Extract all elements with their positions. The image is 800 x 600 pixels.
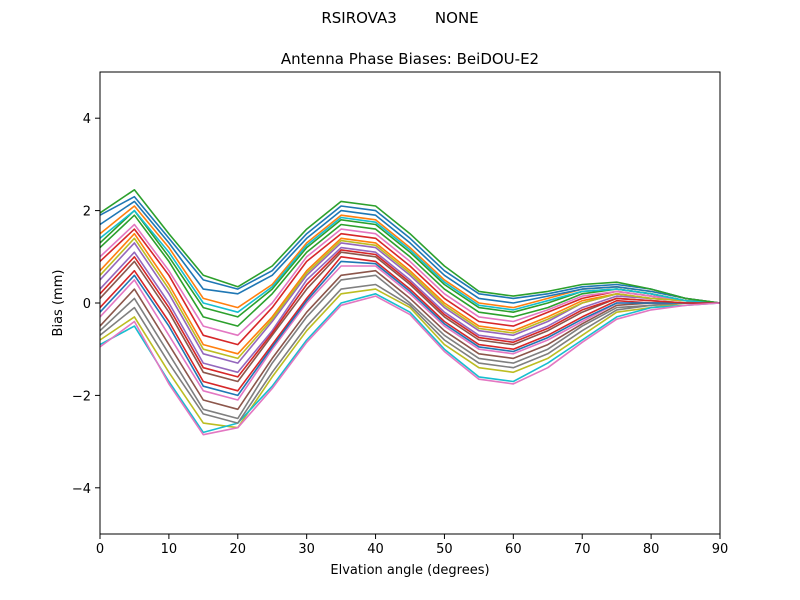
- x-tick-label: 80: [643, 542, 660, 557]
- series-line-18: [99, 283, 720, 424]
- y-tick-label: 0: [83, 297, 91, 312]
- y-tick-label: −2: [72, 389, 91, 404]
- x-tick-label: 40: [367, 542, 384, 557]
- y-tick-label: 2: [83, 205, 91, 220]
- series-line-17: [99, 223, 721, 337]
- x-tick-label: 20: [230, 542, 247, 557]
- series-layer: [99, 189, 721, 436]
- series-line-14: [99, 255, 720, 392]
- x-axis: 0 10 20 30 40 50 60 70 80 90: [96, 534, 728, 557]
- series-line-11: [99, 200, 721, 304]
- series-line-20: [99, 209, 721, 314]
- series-line-15: [99, 246, 721, 374]
- series-line-21: [99, 189, 721, 304]
- series-line-9: [99, 288, 720, 429]
- x-tick-label: 30: [298, 542, 315, 557]
- series-line-8: [99, 274, 720, 420]
- series-line-23: [99, 249, 720, 378]
- x-tick-label: 60: [505, 542, 522, 557]
- x-tick-label: 90: [712, 542, 729, 557]
- series-line-1: [99, 195, 721, 304]
- x-axis-label: Elvation angle (degrees): [330, 563, 489, 578]
- series-line-16: [99, 269, 720, 411]
- figure-suptitle: RSIROVA3 NONE: [321, 9, 479, 27]
- series-line-10: [99, 292, 721, 434]
- y-axis-label: Bias (mm): [51, 270, 66, 337]
- series-line-22: [99, 260, 720, 397]
- x-tick-label: 70: [574, 542, 591, 557]
- y-axis: −4 −2 0 2 4: [72, 112, 100, 497]
- y-tick-label: 4: [83, 112, 91, 127]
- series-line-24: [99, 295, 721, 436]
- x-tick-label: 10: [161, 542, 178, 557]
- chart-title: Antenna Phase Biases: BeiDOU-E2: [281, 50, 539, 68]
- x-tick-label: 0: [96, 542, 104, 557]
- y-tick-label: −4: [72, 482, 91, 497]
- x-tick-label: 50: [436, 542, 453, 557]
- series-line-19: [99, 237, 721, 360]
